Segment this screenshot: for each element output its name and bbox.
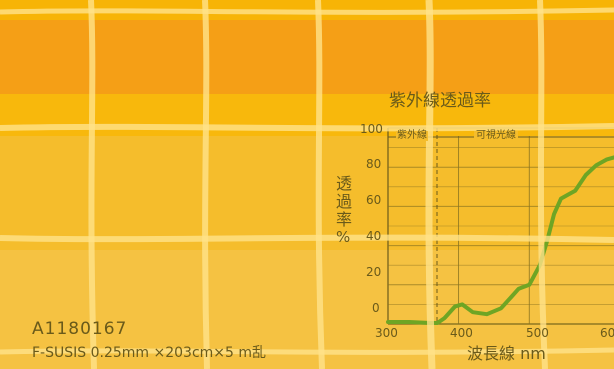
glue-thread-v3 bbox=[315, 0, 325, 369]
product-code: A1180167 bbox=[32, 319, 128, 339]
y-axis-label-char: 過 bbox=[336, 192, 353, 211]
x-tick-label: 500 bbox=[526, 326, 549, 340]
y-axis-label-char: 率 bbox=[336, 210, 353, 229]
x-tick-label: 400 bbox=[450, 326, 473, 340]
y-tick-label: 60 bbox=[366, 193, 382, 207]
glue-thread-h2 bbox=[0, 123, 614, 132]
chart-plot bbox=[386, 127, 614, 325]
glue-thread-v1 bbox=[88, 0, 97, 369]
glue-thread-v5 bbox=[537, 0, 548, 369]
y-axis-label-char: 透 bbox=[336, 174, 353, 193]
sheet-top-band bbox=[0, 20, 614, 94]
y-tick-label: 40 bbox=[366, 229, 382, 243]
glue-thread-h4 bbox=[0, 347, 614, 355]
y-axis-label-char: % bbox=[336, 228, 351, 246]
glue-thread-h3 bbox=[0, 234, 614, 243]
product-spec: F-SUSIS 0.25mm ×203cm×5 m乱 bbox=[32, 345, 267, 361]
region-label-visible: 可視光線 bbox=[474, 130, 518, 141]
x-tick-label: 60 bbox=[600, 326, 614, 340]
chart-title: 紫外線透過率 bbox=[389, 91, 491, 111]
glue-thread-v2 bbox=[202, 0, 210, 369]
y-tick-label: 20 bbox=[366, 265, 382, 279]
chart-gridlines bbox=[388, 127, 614, 325]
glue-thread-v4 bbox=[425, 0, 436, 369]
y-tick-label: 80 bbox=[366, 157, 382, 171]
glue-thread-h1 bbox=[0, 7, 614, 15]
x-axis-label: 波長線 nm bbox=[467, 344, 546, 363]
y-tick-label: 0 bbox=[372, 301, 380, 315]
transmittance-line bbox=[386, 155, 614, 325]
x-tick-label: 300 bbox=[375, 326, 398, 340]
y-tick-label: 100 bbox=[360, 122, 383, 136]
region-label-uv: 紫外線 bbox=[396, 130, 428, 141]
y-axis-label: 透 過 率 % bbox=[336, 176, 354, 245]
